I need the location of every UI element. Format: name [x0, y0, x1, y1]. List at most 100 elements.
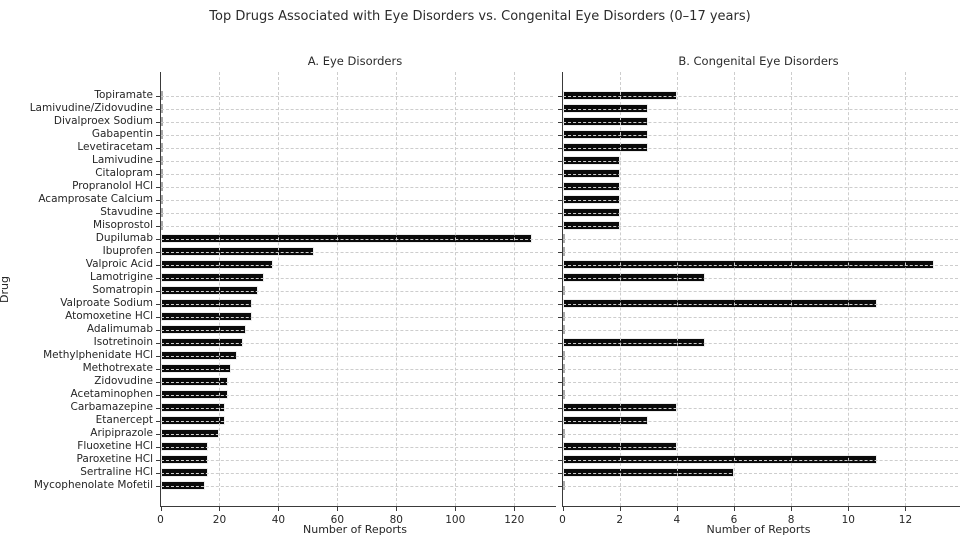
- gridline-horizontal: [160, 121, 553, 123]
- gridline-horizontal: [562, 173, 958, 175]
- y-tick-mark: [557, 381, 562, 383]
- x-tick-mark: [455, 507, 457, 511]
- y-tick-mark: [557, 121, 562, 123]
- gridline-horizontal: [160, 420, 553, 422]
- y-tick-mark: [557, 485, 562, 487]
- y-tick-mark: [557, 238, 562, 240]
- gridline-horizontal: [562, 277, 958, 279]
- gridline-horizontal: [562, 108, 958, 110]
- y-tick-mark: [155, 472, 160, 474]
- y-tick-mark: [557, 251, 562, 253]
- y-tick-mark: [557, 459, 562, 461]
- gridline-horizontal: [160, 108, 553, 110]
- category-label: Valproate Sodium: [60, 297, 153, 309]
- y-tick-mark: [155, 303, 160, 305]
- gridline-horizontal: [562, 355, 958, 357]
- y-tick-mark: [557, 420, 562, 422]
- x-tick-label: 4: [673, 514, 681, 526]
- gridline-horizontal: [160, 381, 553, 383]
- panel-a-xlabel: Number of Reports: [303, 523, 407, 536]
- gridline-horizontal: [160, 199, 553, 201]
- gridline-horizontal: [160, 173, 553, 175]
- gridline-horizontal: [160, 277, 553, 279]
- gridline-horizontal: [562, 459, 958, 461]
- gridline-horizontal: [160, 147, 553, 149]
- panel-b-plot: 0 2 4 6 8 10 12: [557, 72, 960, 526]
- gridline-vertical: [905, 72, 907, 506]
- x-tick-label: 20: [212, 514, 227, 526]
- category-label: Adalimumab: [86, 323, 153, 335]
- y-tick-mark: [557, 173, 562, 175]
- y-tick-mark: [557, 407, 562, 409]
- gridline-horizontal: [160, 95, 553, 97]
- category-label: Ibuprofen: [102, 245, 153, 257]
- x-tick-mark: [791, 507, 793, 511]
- y-tick-mark: [155, 251, 160, 253]
- y-tick-mark: [557, 134, 562, 136]
- category-label: Isotretinoin: [93, 336, 153, 348]
- gridline-horizontal: [160, 225, 553, 227]
- x-tick-mark: [219, 507, 221, 511]
- y-tick-mark: [557, 355, 562, 357]
- gridline-horizontal: [562, 472, 958, 474]
- y-tick-mark: [155, 225, 160, 227]
- category-label: Lamivudine: [92, 154, 153, 166]
- y-tick-mark: [155, 433, 160, 435]
- gridline-horizontal: [160, 459, 553, 461]
- gridline-horizontal: [562, 420, 958, 422]
- category-label: Topiramate: [94, 89, 153, 101]
- x-tick-mark: [676, 507, 678, 511]
- gridline-horizontal: [562, 95, 958, 97]
- gridline-horizontal: [562, 121, 958, 123]
- x-tick-mark: [278, 507, 280, 511]
- bottom-spine: [159, 506, 556, 508]
- x-tick-label: 100: [445, 514, 466, 526]
- y-tick-mark: [155, 212, 160, 214]
- category-label: Valproic Acid: [85, 258, 153, 270]
- gridline-horizontal: [562, 433, 958, 435]
- category-label: Zidovudine: [94, 375, 153, 387]
- gridline-vertical: [278, 72, 280, 506]
- gridline-vertical: [514, 72, 516, 506]
- x-tick-label: 6: [730, 514, 738, 526]
- y-tick-mark: [557, 368, 562, 370]
- gridline-vertical: [848, 72, 850, 506]
- category-label: Gabapentin: [91, 128, 153, 140]
- gridline-horizontal: [160, 160, 553, 162]
- y-tick-mark: [557, 446, 562, 448]
- bottom-spine: [561, 506, 960, 508]
- category-label: Lamotrigine: [90, 271, 153, 283]
- gridline-horizontal: [160, 407, 553, 409]
- gridline-horizontal: [160, 238, 553, 240]
- category-label: Acetaminophen: [70, 388, 153, 400]
- category-label: Etanercept: [95, 414, 153, 426]
- x-tick-mark: [514, 507, 516, 511]
- gridline-vertical: [337, 72, 339, 506]
- category-label: Acamprosate Calcium: [38, 193, 153, 205]
- category-label: Sertraline HCl: [80, 466, 153, 478]
- gridline-horizontal: [562, 446, 958, 448]
- y-tick-mark: [155, 238, 160, 240]
- gridline-horizontal: [562, 485, 958, 487]
- x-tick-mark: [562, 507, 564, 511]
- category-label: Citalopram: [95, 167, 153, 179]
- category-label: Somatropin: [92, 284, 153, 296]
- gridline-horizontal: [562, 186, 958, 188]
- x-tick-mark: [160, 507, 162, 511]
- y-tick-mark: [557, 329, 562, 331]
- gridline-horizontal: [160, 186, 553, 188]
- chart-title: Top Drugs Associated with Eye Disorders …: [209, 9, 751, 24]
- y-tick-mark: [557, 225, 562, 227]
- panel-b-title: B. Congenital Eye Disorders: [678, 54, 839, 68]
- gridline-horizontal: [562, 147, 958, 149]
- gridline-horizontal: [160, 342, 553, 344]
- category-label: Carbamazepine: [70, 401, 153, 413]
- gridline-horizontal: [160, 394, 553, 396]
- y-tick-mark: [155, 160, 160, 162]
- gridline-horizontal: [160, 290, 553, 292]
- gridline-horizontal: [562, 316, 958, 318]
- category-label: Aripiprazole: [90, 427, 153, 439]
- gridline-horizontal: [562, 212, 958, 214]
- y-tick-mark: [155, 264, 160, 266]
